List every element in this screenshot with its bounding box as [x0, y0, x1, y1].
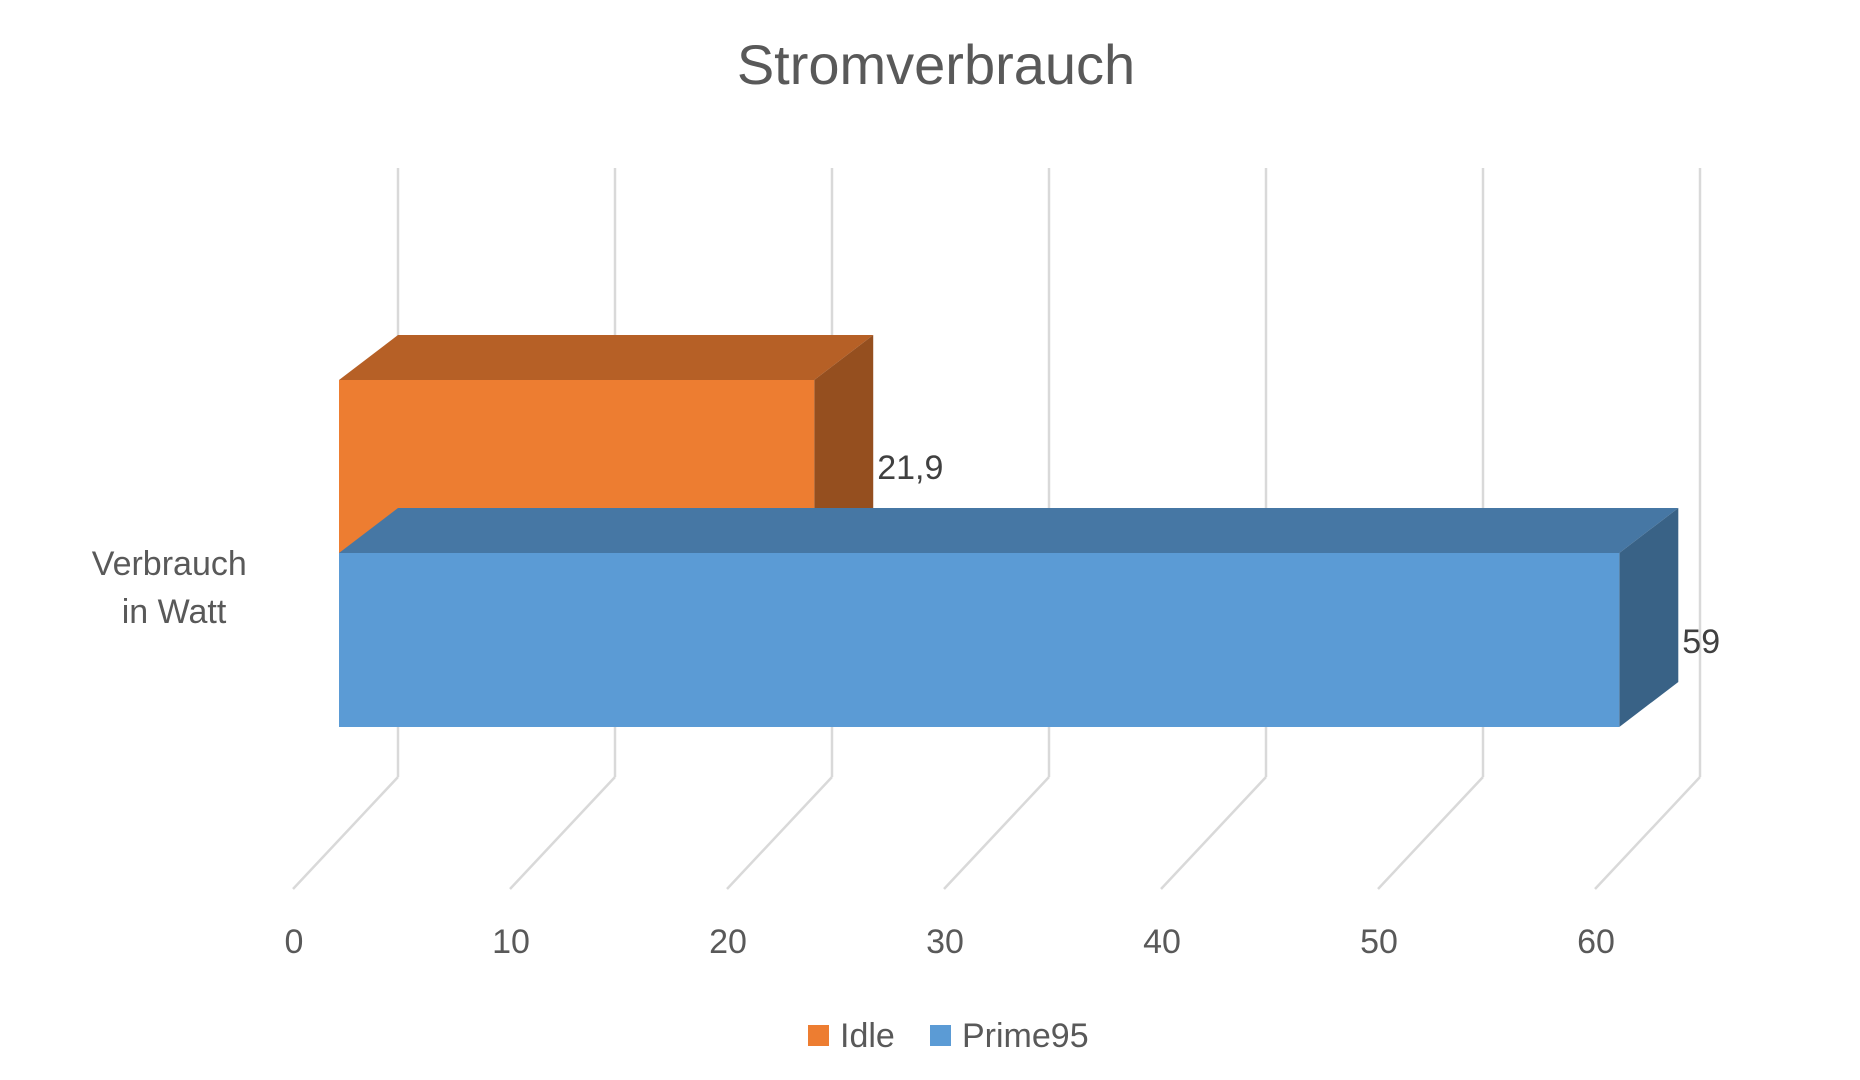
legend-label-prime95: Prime95: [962, 1017, 1089, 1055]
floor-gridline-0: [292, 776, 399, 890]
category-label: Verbrauch in Watt: [92, 545, 256, 631]
legend-swatch-idle: [808, 1025, 829, 1046]
floor-gridline-60: [1594, 776, 1701, 890]
bar-prime95-front: [339, 553, 1620, 727]
x-tick-label-10: 10: [492, 923, 530, 961]
x-tick-label-0: 0: [285, 923, 304, 961]
x-tick-label-20: 20: [709, 923, 747, 961]
data-label-idle: 21,9: [877, 449, 943, 487]
x-tick-labels: 0 10 20 30 40 50 60: [285, 923, 1615, 961]
x-tick-label-30: 30: [926, 923, 964, 961]
bar-prime95: [339, 508, 1679, 727]
bar-idle-top: [339, 335, 874, 380]
category-label-line-1: Verbrauch: [92, 545, 247, 583]
floor-gridline-50: [1377, 776, 1484, 890]
legend: Idle Prime95: [808, 1017, 1089, 1055]
floor-gridline-30: [943, 776, 1050, 890]
bar-prime95-top: [339, 508, 1679, 553]
data-label-prime95: 59: [1682, 623, 1720, 661]
data-labels: 21,9 59: [877, 449, 1720, 661]
chart-title: Stromverbrauch: [737, 33, 1135, 96]
legend-item-prime95: Prime95: [930, 1017, 1089, 1055]
floor-gridline-10: [509, 776, 616, 890]
x-tick-label-40: 40: [1143, 923, 1181, 961]
floor-gridline-40: [1160, 776, 1267, 890]
x-tick-label-50: 50: [1360, 923, 1398, 961]
legend-item-idle: Idle: [808, 1017, 895, 1055]
legend-label-idle: Idle: [840, 1017, 895, 1055]
floor-gridline-20: [726, 776, 833, 890]
legend-swatch-prime95: [930, 1025, 951, 1046]
category-label-line-2: in Watt: [122, 593, 227, 631]
x-tick-label-60: 60: [1577, 923, 1615, 961]
bars: [339, 335, 1679, 727]
bar-prime95-side: [1619, 508, 1679, 727]
bar-idle-side: [814, 335, 874, 554]
